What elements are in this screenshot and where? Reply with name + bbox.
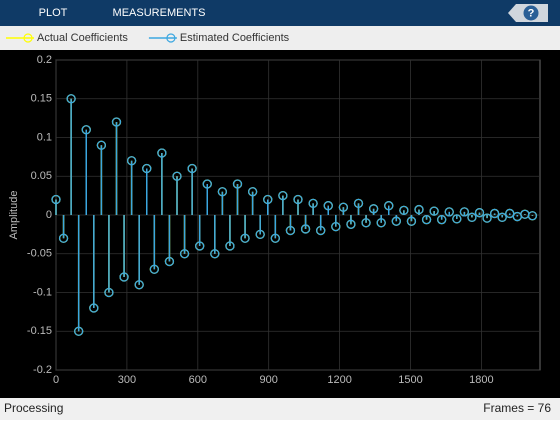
stem-marker [527, 211, 538, 221]
stem-marker [391, 216, 401, 226]
stem-marker [399, 205, 409, 216]
stem-marker [300, 224, 311, 234]
stem-marker [474, 208, 485, 218]
stem-marker [353, 198, 364, 209]
toolbar [0, 0, 560, 26]
tab[interactable]: PLOT [39, 7, 68, 19]
stem-marker [142, 163, 152, 174]
stem-marker [157, 148, 167, 158]
stem-marker [126, 156, 137, 166]
stem-marker [384, 201, 394, 211]
stem-marker [255, 229, 265, 240]
legend-label: Actual Coefficients [37, 32, 128, 44]
stem-marker [232, 179, 243, 189]
stem-marker [195, 241, 205, 251]
legend-label: Estimated Coefficients [180, 32, 290, 44]
stem-marker [104, 287, 114, 298]
stem-marker [74, 326, 84, 336]
y-tick-label: 0.15 [31, 93, 52, 105]
stem-marker [263, 194, 273, 205]
stem-marker [179, 249, 190, 259]
stem-marker [406, 216, 417, 226]
x-tick-label: 600 [189, 374, 207, 386]
stem-marker [247, 187, 258, 197]
stem-marker [489, 208, 500, 219]
stem-marker [323, 201, 333, 211]
stem-marker [172, 171, 182, 181]
legend-marker [23, 33, 33, 43]
stem-marker [308, 198, 318, 209]
stem-marker [96, 140, 107, 150]
x-tick-label: 300 [118, 374, 136, 386]
stem-marker [164, 256, 175, 267]
x-tick-label: 1200 [327, 374, 351, 386]
x-tick-label: 900 [260, 374, 278, 386]
y-tick-label: -0.15 [27, 325, 52, 337]
y-tick-label: 0 [46, 209, 52, 221]
stem-marker [459, 207, 470, 217]
status-bar [0, 398, 560, 420]
status-left: Processing [4, 401, 63, 415]
stem-marker [316, 225, 326, 236]
x-tick-label: 1800 [469, 374, 493, 386]
stem-marker [187, 163, 197, 174]
x-tick-label: 1500 [398, 374, 422, 386]
stem-marker [368, 204, 379, 214]
stem-marker [270, 233, 280, 243]
stem-marker [285, 225, 296, 236]
y-tick-label: 0.05 [31, 170, 52, 182]
stem-marker [421, 214, 432, 225]
stem-marker [111, 117, 122, 127]
stem-marker [119, 272, 129, 282]
stem-marker [361, 218, 371, 228]
stem-marker [202, 179, 212, 189]
stem-marker [210, 249, 220, 259]
status-right: Frames = 76 [483, 401, 551, 415]
stem-marker [134, 280, 144, 290]
stem-marker [467, 212, 477, 222]
stem-marker [429, 206, 439, 216]
stem-marker [444, 207, 454, 217]
stem-marker [338, 202, 349, 212]
y-tick-label: -0.05 [27, 248, 52, 260]
tab[interactable]: MEASUREMENTS [113, 7, 206, 19]
x-tick-label: 0 [53, 374, 59, 386]
stem-marker [293, 194, 303, 205]
y-axis-label: Amplitude [8, 191, 20, 240]
help-glyph[interactable]: ? [528, 7, 535, 19]
stem-marker [437, 214, 447, 225]
stem-marker [414, 204, 424, 215]
stem-marker [482, 213, 492, 223]
stem-marker [240, 233, 250, 243]
stem-marker [497, 212, 507, 222]
stem-marker [376, 218, 386, 228]
legend-marker [166, 33, 176, 43]
y-tick-label: -0.1 [33, 286, 52, 298]
help-icon[interactable] [523, 5, 539, 21]
y-tick-label: -0.2 [33, 364, 52, 376]
legend-bar [0, 26, 560, 50]
y-tick-label: 0.2 [37, 54, 52, 66]
y-tick-label: 0.1 [37, 131, 52, 143]
stem-marker [217, 187, 228, 197]
stem-marker [81, 125, 91, 135]
stem-marker [66, 94, 76, 104]
stem-marker [505, 208, 515, 219]
stem-marker [346, 219, 356, 229]
stem-marker [58, 233, 69, 243]
stem-marker [51, 194, 61, 205]
stem-marker [452, 214, 462, 224]
stem-marker [149, 264, 159, 274]
stem-marker [331, 221, 341, 232]
stem-marker [225, 241, 235, 251]
stem-marker [89, 303, 99, 313]
stem-marker [278, 190, 288, 201]
